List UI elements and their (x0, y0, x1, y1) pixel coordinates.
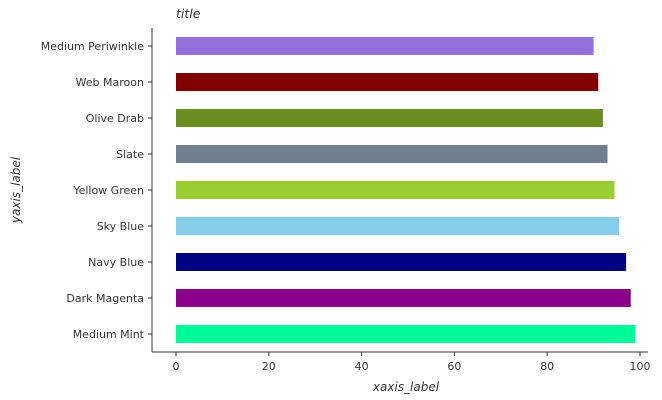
y-axis-title: yaxis_label (9, 156, 23, 224)
x-tick-label: 100 (630, 360, 651, 373)
y-tick-label: Olive Drab (86, 112, 144, 125)
x-tick-label: 40 (355, 360, 369, 373)
bar-olive-drab (176, 109, 603, 127)
bar-medium-periwinkle (176, 37, 594, 55)
y-tick-label: Sky Blue (97, 220, 145, 233)
x-tick-label: 60 (447, 360, 461, 373)
chart-title: title (176, 6, 201, 21)
plot-area: Medium Mint Dark Magenta Navy Blue Sky Blue… (41, 28, 651, 373)
bar-medium-mint (176, 325, 636, 343)
y-tick-label: Web Maroon (76, 76, 144, 89)
x-tick-label: 20 (262, 360, 276, 373)
y-tick-label: Navy Blue (88, 256, 144, 269)
y-tick-label: Medium Mint (73, 328, 145, 341)
x-tick-label: 80 (540, 360, 554, 373)
y-tick-label: Yellow Green (72, 184, 144, 197)
x-axis-title: xaxis_label (372, 380, 440, 394)
bar-navy-blue (176, 253, 627, 271)
bar-sky-blue (176, 217, 620, 235)
bar-yellow-green (176, 181, 615, 199)
x-tick-label: 0 (173, 360, 180, 373)
y-tick-label: Medium Periwinkle (41, 40, 145, 53)
y-tick-label: Dark Magenta (66, 292, 144, 305)
bar-web-maroon (176, 73, 599, 91)
bar-dark-magenta (176, 289, 631, 307)
bar-slate (176, 145, 608, 163)
y-tick-label: Slate (116, 148, 144, 161)
